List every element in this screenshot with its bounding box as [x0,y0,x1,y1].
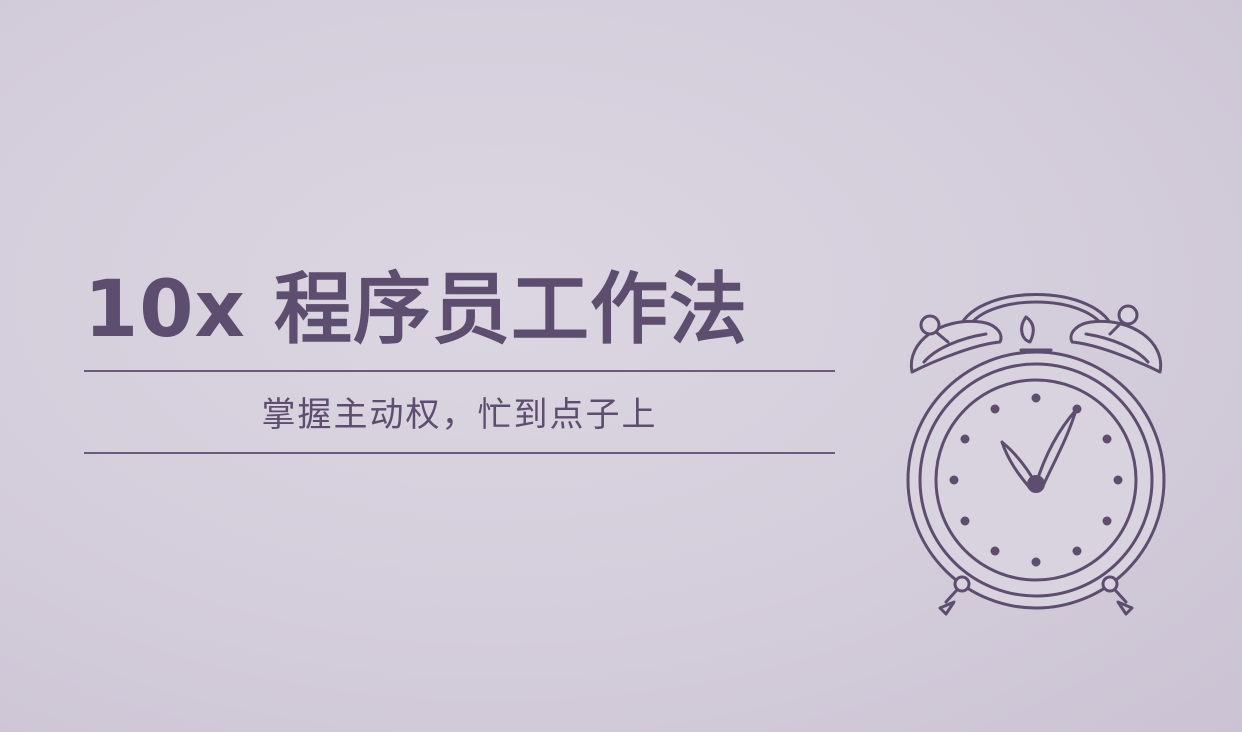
top-divider [84,370,835,372]
banner-title: 10x 程序员工作法 [84,265,749,355]
alarm-clock-icon [906,293,1166,616]
banner-subtitle: 掌握主动权，忙到点子上 [261,395,658,435]
bottom-divider [84,452,835,454]
